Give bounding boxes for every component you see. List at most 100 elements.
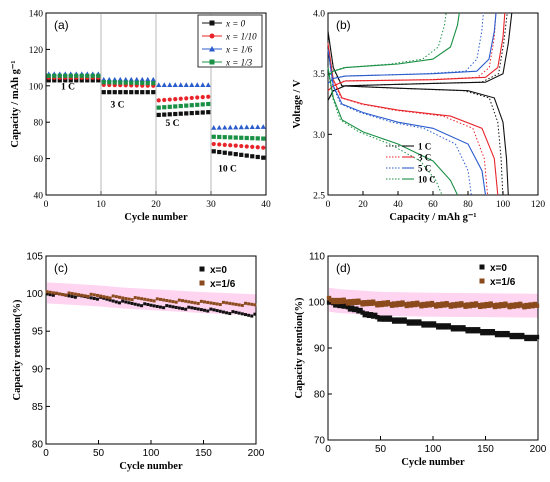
y-tick-label: 2.5	[313, 192, 325, 202]
data-point	[127, 297, 131, 301]
data-point	[200, 110, 205, 115]
y-axis-label: Capacity retention(%)	[294, 297, 305, 398]
data-point	[55, 291, 58, 295]
data-point	[143, 297, 147, 301]
data-point	[189, 95, 194, 101]
data-point	[150, 76, 156, 82]
data-point	[172, 82, 178, 87]
data-point	[250, 302, 254, 306]
data-point	[48, 290, 52, 294]
x-tick-label: 150	[195, 448, 212, 459]
legend: 1 C3 C5 C10 C	[386, 142, 436, 185]
data-point	[73, 295, 77, 299]
data-point	[105, 295, 109, 299]
y-axis-label: Voltage / V	[292, 79, 303, 128]
data-point	[368, 312, 374, 317]
data-point	[46, 78, 51, 83]
data-point	[121, 296, 125, 300]
data-point	[184, 96, 189, 101]
data-point	[249, 124, 255, 130]
legend-marker	[209, 33, 215, 39]
data-point	[253, 312, 257, 316]
y-tick-label: 105	[26, 252, 43, 263]
data-point	[238, 124, 244, 130]
data-point	[112, 90, 117, 95]
data-point	[70, 292, 74, 296]
discharge-curve	[327, 49, 487, 196]
discharge-curve-dotted	[327, 31, 504, 196]
data-point	[239, 143, 244, 149]
data-point	[129, 80, 134, 85]
data-point	[239, 152, 244, 157]
data-point	[114, 295, 118, 299]
data-point	[225, 301, 229, 305]
data-point	[255, 145, 260, 150]
data-point	[167, 112, 172, 117]
data-point	[206, 94, 211, 99]
data-point	[244, 135, 249, 141]
panel-d: 0 50 100 150 200 70 80 90 100 110 Cycle number Capa…	[294, 252, 547, 469]
data-point	[167, 97, 172, 102]
data-point	[156, 82, 162, 87]
data-point	[237, 303, 241, 307]
x-tick-label: 30	[206, 200, 216, 210]
data-point	[225, 311, 229, 315]
data-point	[101, 80, 106, 85]
data-point	[77, 293, 81, 297]
data-point	[255, 136, 260, 141]
discharge-curve-dotted	[327, 49, 472, 196]
data-point	[218, 309, 222, 313]
data-point	[79, 73, 84, 78]
data-point	[233, 152, 238, 157]
data-point	[165, 299, 169, 303]
data-point	[158, 297, 162, 301]
data-point	[162, 306, 166, 310]
panel-label: (c)	[54, 261, 68, 275]
data-point	[228, 143, 233, 148]
data-point	[206, 101, 211, 107]
legend: x = 0 x = 1/10 x = 1/6 x = 1/3	[197, 14, 263, 68]
data-point	[130, 301, 134, 305]
legend-marker	[199, 280, 205, 286]
data-point	[123, 80, 128, 85]
data-point	[261, 145, 266, 150]
data-point	[90, 78, 95, 83]
data-point	[101, 90, 106, 95]
data-point	[209, 301, 213, 305]
data-point	[67, 294, 71, 298]
data-point	[193, 306, 197, 310]
data-point	[212, 301, 216, 305]
highlight-band	[47, 282, 256, 316]
x-tick-label: 0	[44, 200, 49, 210]
legend-box	[197, 14, 263, 68]
data-point	[244, 301, 247, 305]
data-point	[134, 90, 139, 95]
data-point	[215, 309, 219, 313]
data-point	[231, 310, 235, 314]
data-point	[178, 96, 183, 101]
series-3-C	[327, 12, 506, 196]
data-point	[127, 301, 131, 305]
data-point	[217, 134, 222, 140]
data-point	[534, 334, 540, 340]
data-point	[85, 73, 90, 78]
data-point	[244, 153, 249, 158]
series-10-C	[327, 12, 460, 196]
y-tick-label: 70	[314, 436, 326, 447]
data-point	[167, 82, 173, 87]
data-point	[184, 103, 189, 108]
data-point	[211, 149, 216, 154]
data-point	[99, 294, 103, 298]
x-tick-label: 60	[428, 200, 438, 210]
data-point	[114, 300, 118, 304]
data-point	[123, 76, 129, 82]
data-point	[64, 293, 68, 297]
data-point	[51, 291, 55, 295]
data-point	[140, 304, 144, 308]
data-point	[95, 293, 99, 297]
data-point	[187, 305, 191, 309]
data-point	[222, 135, 227, 140]
data-point	[187, 300, 191, 304]
x-tick-label: 80	[463, 200, 473, 210]
legend-marker	[209, 59, 215, 65]
